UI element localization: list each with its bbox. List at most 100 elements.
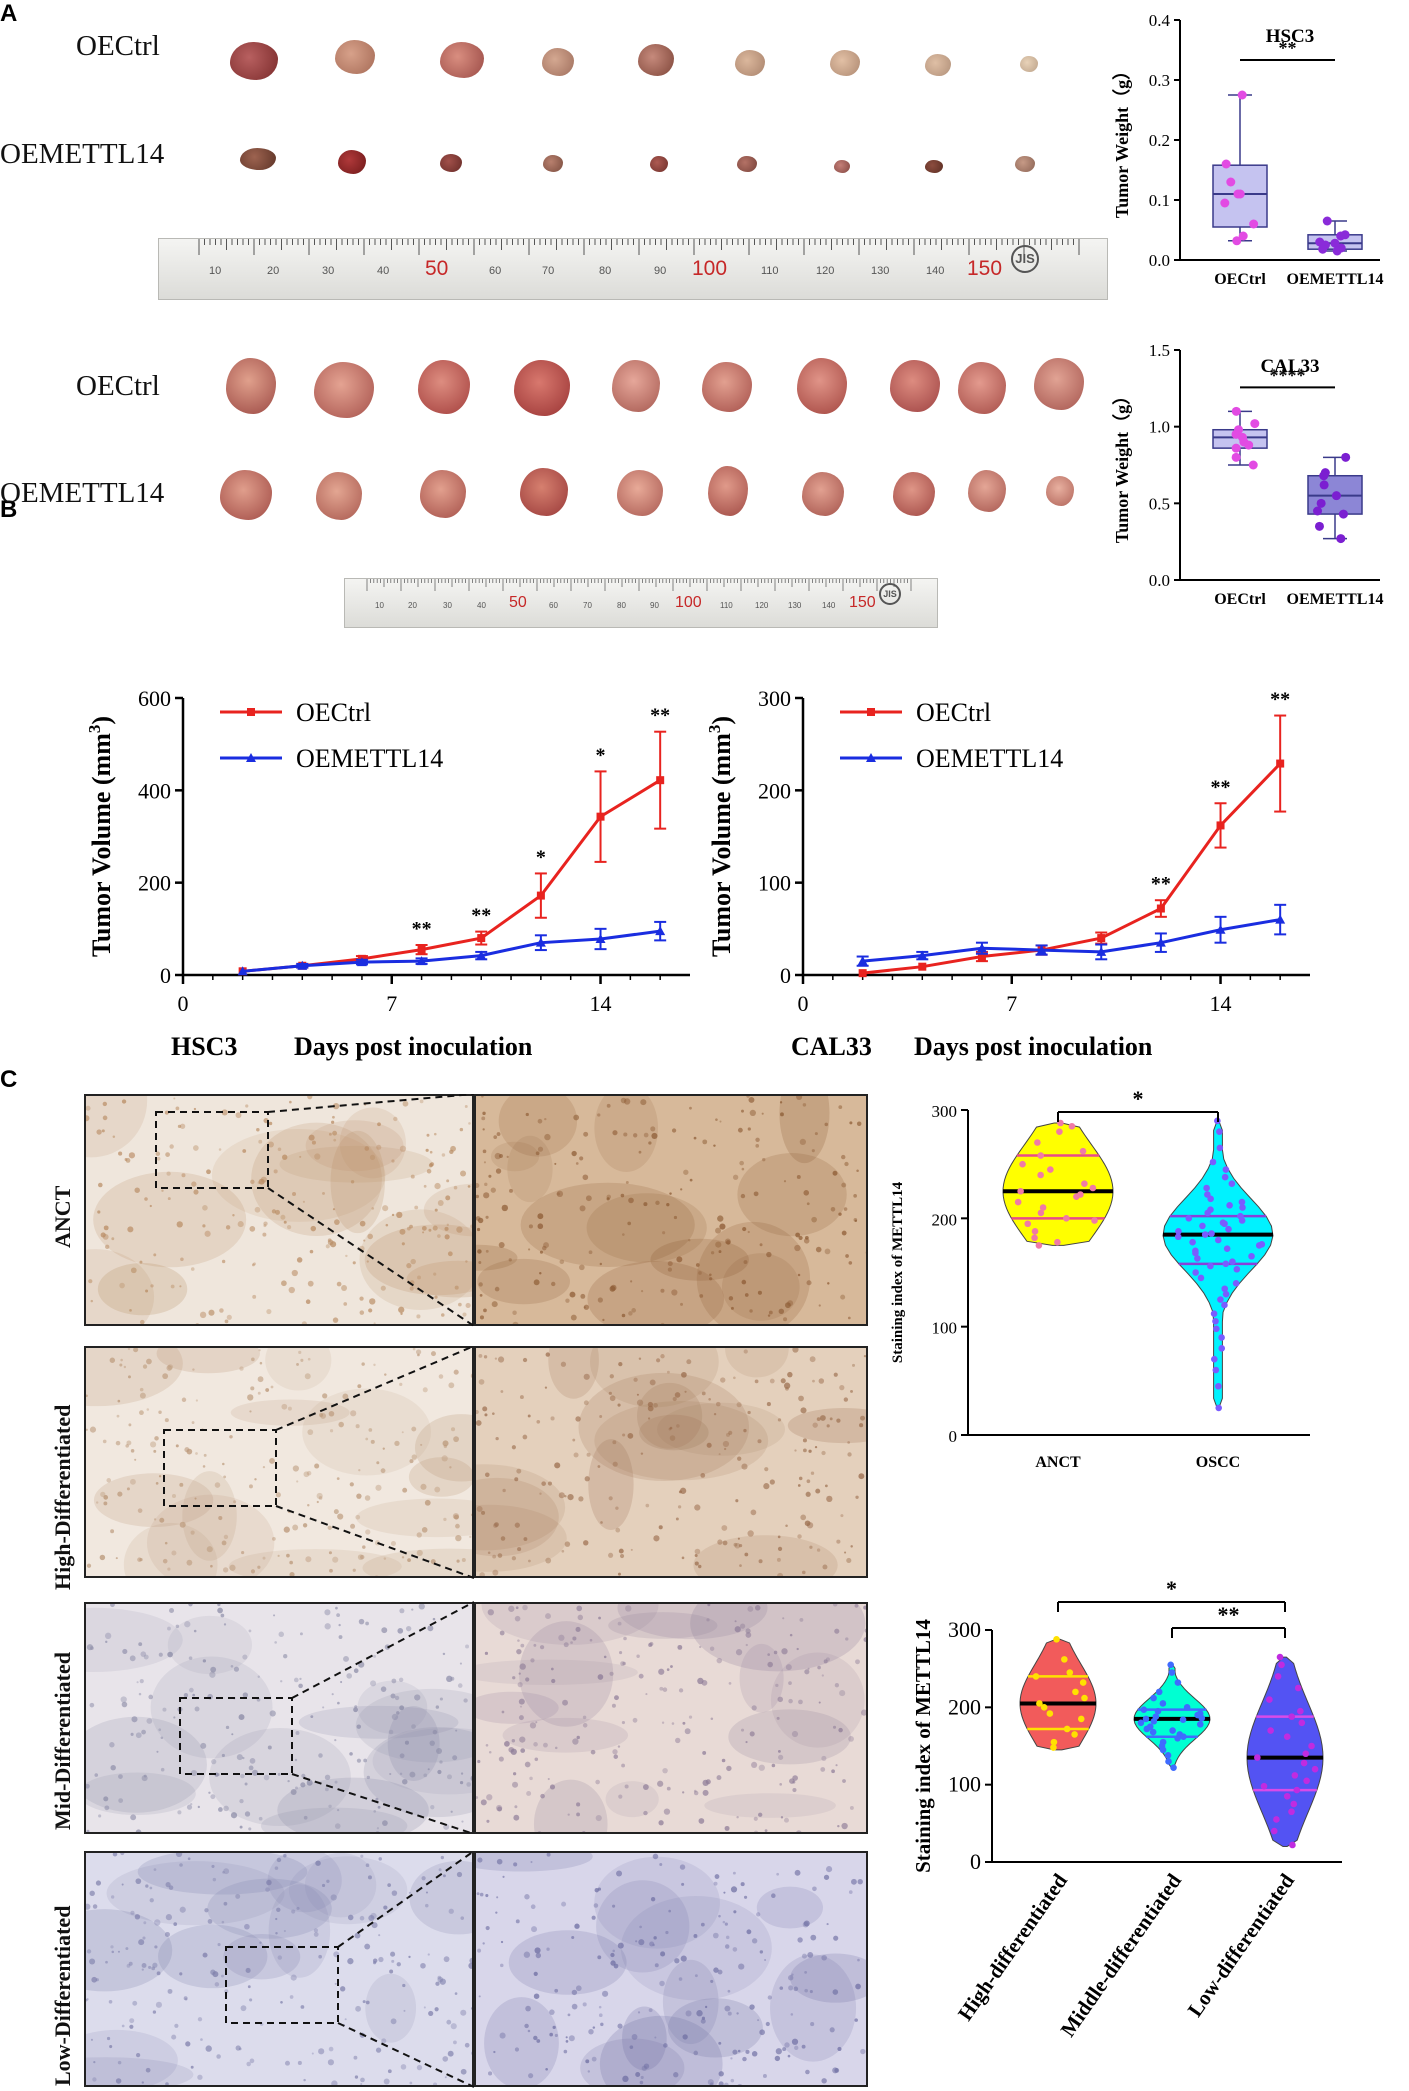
significance-label: * — [596, 744, 606, 766]
cell-nucleus — [416, 1314, 421, 1319]
cell-nucleus — [744, 1895, 748, 1899]
legend-label: OECtrl — [916, 698, 991, 727]
cell-nucleus — [141, 1775, 148, 1782]
cell-nucleus — [747, 1410, 751, 1415]
cell-nucleus — [358, 1618, 365, 1625]
cell-nucleus — [446, 1179, 450, 1183]
tissue-region — [490, 1141, 540, 1172]
cell-nucleus — [388, 1729, 394, 1735]
cell-nucleus — [758, 1559, 763, 1564]
cell-nucleus — [756, 1912, 761, 1917]
cell-nucleus — [576, 1605, 583, 1612]
y-axis-label: Tumor Volume (mm3) — [85, 716, 116, 957]
cell-nucleus — [288, 1286, 295, 1294]
cell-nucleus — [165, 2082, 169, 2085]
cell-nucleus — [331, 1120, 335, 1124]
cell-nucleus — [389, 1969, 394, 1974]
cell-nucleus — [838, 1105, 843, 1110]
y-tick-label: 0 — [780, 963, 791, 988]
cell-nucleus — [848, 1890, 853, 1894]
tissue-region — [728, 1709, 851, 1765]
cell-nucleus — [600, 2022, 604, 2027]
cell-nucleus — [259, 1941, 262, 1944]
cell-nucleus — [863, 1354, 866, 1358]
cell-nucleus — [95, 1978, 99, 1982]
tissue-region — [265, 1348, 332, 1391]
cell-nucleus — [743, 1349, 748, 1354]
cell-nucleus — [221, 1259, 226, 1264]
cell-nucleus — [818, 1701, 821, 1704]
cell-nucleus — [600, 1521, 603, 1524]
cell-nucleus — [606, 1103, 611, 1108]
cell-nucleus — [191, 1421, 195, 1424]
cell-nucleus — [350, 1410, 357, 1417]
data-point — [1270, 1827, 1278, 1835]
cell-nucleus — [396, 1711, 400, 1715]
cell-nucleus — [281, 1403, 288, 1410]
cell-nucleus — [190, 1769, 198, 1777]
cell-nucleus — [568, 2035, 575, 2042]
cell-nucleus — [847, 1441, 850, 1444]
cell-nucleus — [422, 1387, 428, 1393]
ruler-number: 30 — [443, 601, 452, 610]
cell-nucleus — [678, 1688, 684, 1693]
cell-nucleus — [425, 1903, 429, 1908]
cell-nucleus — [593, 1903, 599, 1908]
ruler-number: 20 — [408, 601, 417, 610]
cell-nucleus — [533, 1279, 540, 1286]
cell-nucleus — [662, 1687, 668, 1692]
cell-nucleus — [401, 1242, 405, 1246]
cell-nucleus — [443, 1517, 447, 1522]
cell-nucleus — [563, 2049, 568, 2054]
cell-nucleus — [179, 1285, 182, 1288]
data-point — [1238, 1217, 1246, 1224]
cell-nucleus — [441, 1153, 446, 1157]
cell-nucleus — [560, 1361, 567, 1367]
cell-nucleus — [90, 2038, 93, 2041]
ruler-number: 130 — [788, 601, 802, 610]
data-point — [1298, 1719, 1306, 1727]
cell-nucleus — [844, 1161, 849, 1167]
cell-nucleus — [307, 1503, 310, 1507]
cell-nucleus — [554, 2033, 558, 2038]
cell-nucleus — [500, 1536, 506, 1541]
cell-nucleus — [652, 1853, 659, 1860]
data-point — [1229, 1258, 1236, 1265]
cell-nucleus — [525, 1112, 529, 1117]
cell-nucleus — [375, 2047, 382, 2053]
cell-nucleus — [777, 1535, 781, 1539]
data-point — [1220, 198, 1230, 208]
cell-nucleus — [724, 1825, 730, 1831]
cell-nucleus — [429, 1740, 435, 1746]
cell-nucleus — [477, 1249, 482, 1254]
cell-nucleus — [373, 1363, 376, 1367]
cell-nucleus — [171, 1550, 177, 1556]
cell-nucleus — [761, 1112, 764, 1115]
cell-nucleus — [545, 1613, 551, 1620]
micrograph-low-low-mag — [84, 1851, 474, 2087]
cell-nucleus — [623, 1132, 628, 1137]
y-tick-label: 0.1 — [1149, 191, 1170, 210]
cell-nucleus — [462, 1312, 467, 1317]
data-point — [857, 956, 868, 966]
cell-nucleus — [200, 2038, 203, 2041]
cell-nucleus — [385, 1223, 389, 1227]
cell-nucleus — [460, 1772, 464, 1775]
cell-nucleus — [349, 1752, 353, 1756]
cell-nucleus — [851, 1878, 857, 1885]
cell-nucleus — [340, 1681, 343, 1684]
cell-nucleus — [526, 1790, 532, 1796]
cell-nucleus — [713, 1967, 719, 1973]
cell-nucleus — [837, 1824, 840, 1828]
cell-nucleus — [617, 1745, 621, 1748]
cell-nucleus — [835, 1764, 838, 1767]
cell-nucleus — [694, 1504, 701, 1511]
cell-nucleus — [506, 1155, 509, 1158]
cell-nucleus — [539, 1250, 543, 1254]
cell-nucleus — [426, 1133, 430, 1137]
cell-nucleus — [766, 1402, 771, 1407]
cell-nucleus — [841, 1822, 848, 1830]
cell-nucleus — [740, 1623, 746, 1629]
cell-nucleus — [469, 1957, 472, 1964]
